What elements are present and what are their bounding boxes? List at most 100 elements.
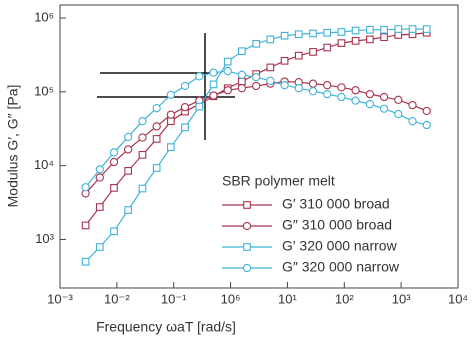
data-point (379, 104, 389, 113)
data-point (152, 104, 161, 113)
data-point (181, 123, 189, 132)
x-tick-label: 10³ (392, 291, 411, 306)
legend-marker (243, 243, 251, 251)
data-point (95, 203, 104, 211)
data-point (81, 257, 90, 266)
data-point (309, 48, 317, 56)
data-point (337, 83, 346, 92)
x-tick-label: 10⁻² (104, 291, 130, 306)
legend-marker (243, 201, 251, 209)
data-point (195, 72, 204, 81)
data-point (280, 56, 289, 65)
data-point (124, 206, 133, 214)
data-point (238, 77, 246, 86)
legend-marker (242, 263, 252, 273)
data-point (337, 39, 346, 47)
data-point (294, 51, 303, 60)
data-point (209, 80, 218, 89)
data-point (237, 70, 247, 79)
y-tick-label: 10⁶ (34, 9, 54, 24)
data-point (280, 31, 289, 40)
data-point (394, 25, 403, 33)
data-point (366, 25, 374, 34)
data-point (351, 96, 360, 105)
data-point (110, 227, 118, 236)
data-point (81, 221, 90, 230)
data-point (152, 164, 161, 172)
data-point (238, 47, 246, 56)
data-point (124, 145, 133, 154)
data-point (351, 86, 360, 95)
data-point (422, 25, 431, 33)
data-point (167, 117, 175, 126)
data-point (252, 73, 261, 82)
data-point (351, 37, 360, 45)
data-point (109, 148, 119, 157)
legend-label: G″ 310 000 broad (282, 217, 392, 233)
data-point (237, 84, 247, 93)
x-tick-label: 10² (335, 291, 354, 306)
data-point (337, 92, 346, 102)
data-point (95, 243, 104, 251)
data-point (81, 183, 90, 192)
data-point (124, 166, 133, 175)
data-point (308, 87, 318, 96)
data-point (379, 92, 389, 102)
legend-label: G′ 310 000 broad (282, 196, 390, 212)
data-point (365, 89, 375, 99)
data-point (152, 135, 161, 143)
data-point (408, 117, 417, 126)
legend-marker (242, 221, 252, 231)
data-point (209, 91, 218, 100)
data-point (266, 76, 275, 85)
legend-label: G′ 320 000 narrow (282, 238, 398, 254)
data-point (408, 100, 417, 110)
data-point (166, 110, 176, 119)
data-point (323, 28, 332, 37)
data-point (408, 25, 417, 33)
data-point (380, 25, 388, 34)
data-point (166, 90, 176, 99)
plot-frame (59, 4, 459, 289)
y-tick-label: 10⁵ (34, 83, 54, 98)
data-point (252, 81, 261, 91)
x-tick-label: 10⁻¹ (161, 291, 187, 306)
data-point (95, 173, 104, 182)
legend-label: G″ 320 000 narrow (282, 259, 400, 275)
y-axis-label: Modulus G′, G″ [Pa] (5, 85, 21, 208)
data-point (309, 29, 317, 38)
y-tick-label: 10⁴ (34, 157, 54, 172)
data-point (323, 81, 332, 90)
data-point (252, 39, 261, 48)
data-point (280, 81, 289, 90)
data-point (266, 63, 275, 72)
data-point (180, 81, 190, 91)
data-point (223, 66, 232, 76)
data-point (266, 35, 275, 44)
data-point (124, 132, 133, 142)
data-point (337, 28, 346, 36)
data-point (308, 79, 318, 88)
x-tick-label: 10⁴ (448, 291, 468, 306)
data-point (422, 120, 431, 130)
data-point (138, 133, 147, 142)
legend-title: SBR polymer melt (222, 173, 335, 189)
data-point (365, 100, 375, 109)
data-point (351, 26, 360, 35)
data-point (180, 102, 190, 112)
x-tick-label: 10⁻³ (47, 291, 73, 306)
data-point (323, 43, 332, 52)
data-point (95, 165, 104, 174)
data-point (195, 102, 204, 111)
data-point (394, 95, 403, 104)
data-point (138, 151, 147, 159)
data-point (294, 30, 303, 39)
y-tick-label: 10³ (35, 231, 54, 246)
data-point (110, 184, 118, 192)
data-point (109, 157, 119, 167)
data-point (167, 143, 175, 152)
data-point (223, 57, 232, 66)
data-point (152, 122, 161, 131)
data-point (138, 117, 147, 126)
